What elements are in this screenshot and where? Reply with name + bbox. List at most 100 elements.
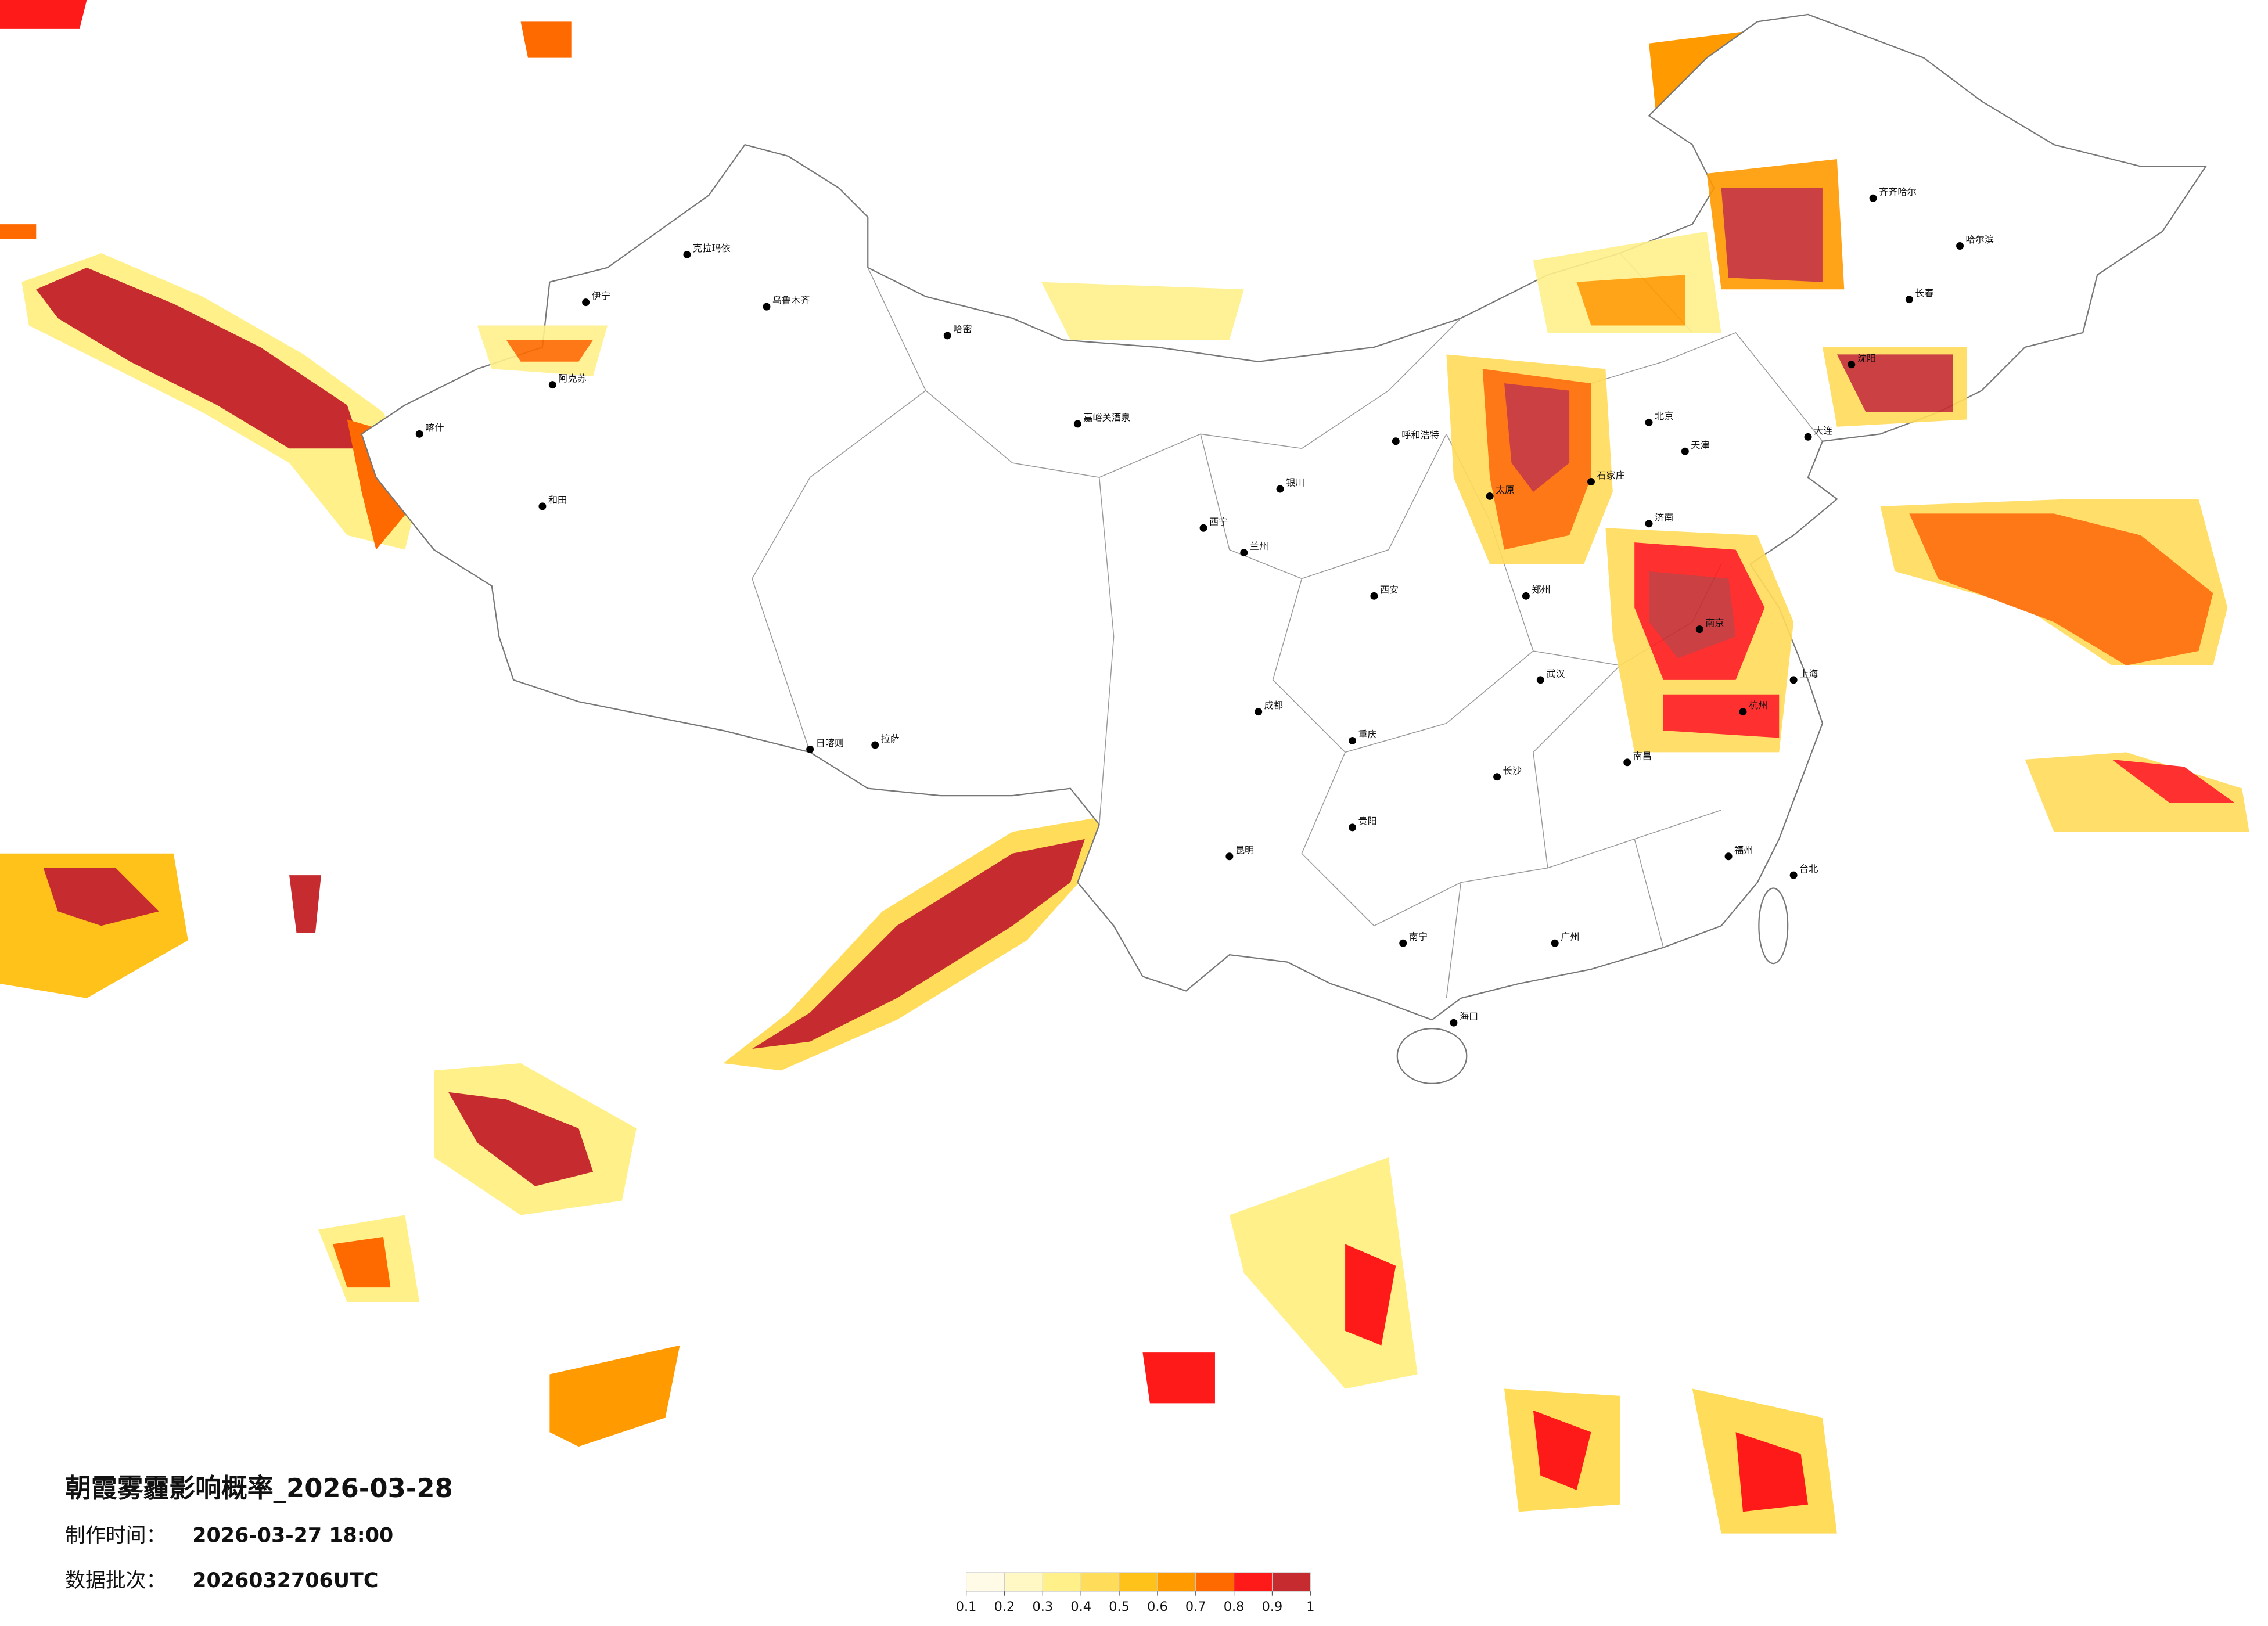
city-dot — [1551, 939, 1559, 947]
haze-region — [1649, 571, 1736, 659]
city-dot — [943, 332, 951, 340]
city-dot — [1789, 676, 1798, 684]
city-label: 和田 — [548, 494, 567, 505]
city-label: 杭州 — [1749, 700, 1767, 711]
batch-label: 数据批次： — [65, 1569, 166, 1592]
haze-region — [1041, 282, 1244, 340]
hainan-outline — [1396, 1028, 1468, 1084]
city-dot — [1848, 361, 1856, 369]
colorbar: 0.1 0.2 0.3 0.4 0.5 0.6 0.7 0.8 0.9 1 — [956, 1572, 1314, 1614]
city-label: 日喀则 — [816, 738, 844, 749]
city-label: 上海 — [1799, 668, 1818, 679]
city-dot — [1695, 625, 1703, 634]
colorbar-swatch — [966, 1572, 1005, 1592]
city-dot — [1392, 437, 1400, 445]
city-label: 重庆 — [1358, 729, 1377, 740]
haze-region — [1735, 1432, 1809, 1512]
haze-region — [0, 224, 37, 239]
map-title: 朝霞雾霾影响概率_2026-03-28 — [65, 1473, 453, 1503]
colorbar-tick-label: 0.9 — [1262, 1599, 1283, 1614]
city-dot — [1956, 242, 1964, 250]
city-label: 兰州 — [1250, 541, 1268, 552]
city-dot — [1804, 433, 1812, 441]
city-dot — [683, 250, 691, 258]
city-label: 伊宁 — [592, 290, 610, 301]
city-dot — [1486, 492, 1494, 500]
city-label: 呼和浩特 — [1401, 429, 1439, 440]
city-label: 沈阳 — [1857, 352, 1876, 364]
city-dot — [1623, 758, 1631, 767]
haze-region — [1909, 513, 2213, 665]
city-dot — [1225, 852, 1234, 861]
city-dot — [1276, 485, 1284, 493]
city-dot — [1905, 296, 1913, 304]
haze-region — [2025, 752, 2249, 832]
city-label: 天津 — [1691, 440, 1709, 451]
city-label: 济南 — [1655, 512, 1673, 523]
city-label: 哈尔滨 — [1965, 234, 1994, 245]
city-label: 长沙 — [1503, 765, 1522, 776]
haze-region — [1504, 383, 1570, 492]
haze-field — [477, 159, 2249, 832]
colorbar-swatch — [1004, 1572, 1043, 1592]
city-dot — [1522, 592, 1530, 600]
city-dot — [763, 303, 771, 311]
colorbar-swatch — [1195, 1572, 1235, 1592]
city-dot — [1739, 708, 1747, 716]
colorbar-swatch — [1271, 1572, 1311, 1592]
city-label: 银川 — [1286, 477, 1304, 488]
haze-region — [520, 21, 572, 58]
haze-region — [2112, 759, 2235, 803]
haze-region — [1576, 275, 1685, 326]
taiwan-outline — [1758, 887, 1789, 965]
city-label: 嘉峪关酒泉 — [1083, 412, 1130, 423]
haze-region — [0, 853, 188, 998]
city-dot — [1587, 478, 1595, 486]
city-label: 长春 — [1915, 287, 1933, 298]
city-label: 西安 — [1380, 584, 1399, 595]
production-time: 2026-03-27 18:00 — [192, 1524, 393, 1548]
city-label: 齐齐哈尔 — [1879, 186, 1917, 197]
haze-region — [36, 267, 362, 449]
colorbar-tick-label: 0.4 — [1070, 1599, 1091, 1614]
city-dot — [1349, 823, 1357, 832]
city-label: 武汉 — [1546, 668, 1565, 679]
colorbar-tick-label: 0.1 — [956, 1599, 977, 1614]
city-dot — [1493, 773, 1501, 781]
colorbar-swatch — [1042, 1572, 1081, 1592]
city-dot — [1349, 736, 1357, 744]
city-label: 乌鲁木齐 — [772, 295, 810, 306]
city-dot — [548, 381, 556, 389]
city-label: 石家庄 — [1597, 470, 1625, 481]
city-dot — [1645, 418, 1653, 426]
colorbar-swatch — [1157, 1572, 1196, 1592]
city-label: 成都 — [1264, 700, 1283, 711]
city-dot — [1450, 1019, 1458, 1027]
city-label: 南宁 — [1409, 931, 1428, 942]
colorbar-swatch — [1119, 1572, 1158, 1592]
colorbar-swatch — [1080, 1572, 1120, 1592]
batch: 2026032706UTC — [192, 1569, 378, 1592]
city-dot — [582, 298, 590, 307]
city-label: 喀什 — [425, 422, 444, 433]
city-label: 贵阳 — [1358, 815, 1377, 826]
city-dot — [1536, 676, 1544, 684]
city-label: 广州 — [1561, 931, 1579, 942]
city-dot — [1240, 549, 1248, 557]
colorbar-swatch — [1234, 1572, 1273, 1592]
city-label: 大连 — [1814, 425, 1832, 436]
haze-region — [1663, 694, 1780, 738]
haze-region — [1721, 188, 1823, 282]
city-label: 克拉玛依 — [693, 243, 731, 254]
city-dot — [1255, 708, 1263, 716]
haze-region — [1345, 1244, 1396, 1346]
haze-region — [0, 0, 87, 29]
city-label: 福州 — [1734, 844, 1753, 855]
city-dot — [538, 502, 547, 510]
city-dot — [1724, 852, 1733, 861]
city-label: 台北 — [1799, 864, 1818, 875]
city-label: 昆明 — [1235, 844, 1254, 855]
haze-region — [1533, 1410, 1591, 1490]
